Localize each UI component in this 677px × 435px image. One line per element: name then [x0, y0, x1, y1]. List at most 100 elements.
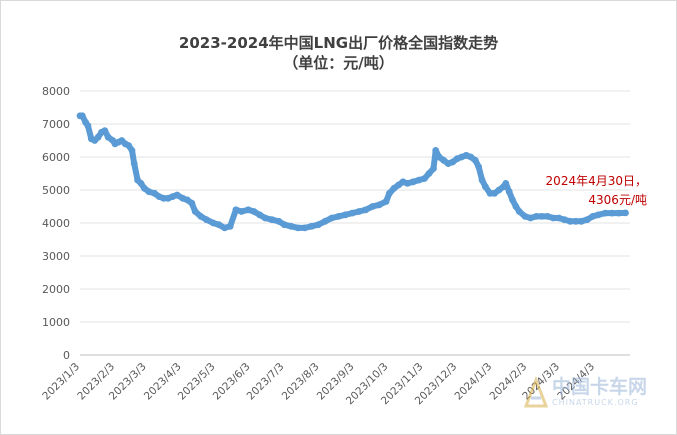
data-point [561, 216, 568, 224]
data-point [375, 201, 383, 209]
data-point [94, 133, 102, 141]
y-tick-label: 5000 [42, 184, 70, 197]
data-point [209, 219, 217, 227]
data-point [188, 199, 196, 207]
data-point [601, 209, 609, 217]
x-axis: 2023/1/32023/2/32023/3/32023/4/32023/5/3… [40, 361, 597, 408]
data-point [502, 180, 510, 187]
data-point [386, 189, 393, 197]
data-point [342, 211, 349, 219]
data-point [203, 216, 210, 224]
y-tick-label: 3000 [42, 250, 70, 263]
y-tick-label: 1000 [42, 316, 70, 329]
data-point [482, 183, 489, 191]
data-point [555, 214, 563, 222]
data-point [382, 198, 390, 205]
data-points [76, 112, 629, 232]
data-point [221, 224, 229, 232]
data-point [566, 217, 574, 225]
gridlines [80, 90, 630, 356]
data-point [589, 213, 597, 220]
watermark-text: 中国卡车网 [552, 376, 648, 398]
data-point [287, 222, 295, 230]
data-point [505, 188, 513, 196]
truck-icon [523, 376, 549, 408]
y-tick-label: 6000 [42, 151, 70, 164]
data-point [130, 160, 138, 168]
data-point [475, 163, 483, 171]
data-point [244, 206, 252, 214]
data-point [544, 213, 551, 220]
data-point [432, 147, 440, 154]
y-tick-label: 7000 [42, 118, 70, 131]
data-point [355, 208, 363, 215]
data-point [335, 213, 342, 220]
data-point [191, 208, 199, 215]
data-point [197, 213, 205, 220]
data-point [314, 221, 322, 229]
data-point [415, 176, 423, 184]
data-point [478, 176, 486, 184]
data-point [78, 112, 86, 120]
data-point [250, 208, 258, 215]
chart-title: 2023-2024年中国LNG出厂价格全国指数走势 [178, 34, 499, 52]
y-tick-label: 0 [63, 349, 70, 362]
data-point [145, 188, 153, 196]
data-point [268, 216, 276, 224]
data-point [521, 213, 529, 220]
data-point [595, 211, 602, 219]
data-point [369, 203, 376, 210]
data-point [430, 165, 437, 172]
x-tick-label: 2023/8/3 [280, 361, 322, 403]
data-point [137, 180, 145, 187]
data-point [275, 217, 283, 225]
data-point [362, 206, 370, 214]
data-point [101, 127, 109, 134]
annotation-value: 4306元/吨 [588, 193, 647, 207]
data-point [532, 213, 540, 220]
data-point [622, 209, 629, 217]
data-point [294, 224, 302, 232]
data-point [471, 156, 479, 164]
data-point [583, 216, 591, 224]
y-tick-label: 2000 [42, 283, 70, 296]
annotation-date: 2024年4月30日， [545, 174, 647, 188]
data-point [215, 221, 223, 229]
data-point [321, 217, 329, 225]
data-point [421, 175, 428, 182]
x-tick-label: 2023/1/3 [40, 361, 82, 403]
data-point [226, 222, 234, 230]
data-point [572, 217, 580, 225]
data-point [549, 214, 557, 222]
data-point [608, 209, 616, 217]
data-point [538, 213, 546, 220]
data-point [261, 214, 269, 222]
data-point [328, 214, 336, 222]
chart-subtitle: （单位：元/吨） [283, 54, 394, 72]
data-point [425, 170, 433, 177]
data-point [348, 209, 356, 217]
data-point [404, 180, 411, 187]
y-tick-label: 4000 [42, 217, 70, 230]
watermark-subtext: CHINATRUCK.ORG [552, 398, 639, 407]
data-point [578, 217, 585, 225]
data-point [615, 209, 623, 217]
data-point [84, 122, 92, 130]
watermark-logo: 中国卡车网 CHINATRUCK.ORG [522, 372, 652, 416]
x-tick-label: 2024/1/3 [452, 361, 494, 403]
data-point [128, 147, 136, 154]
data-point [409, 178, 417, 186]
y-axis: 0 1000 2000 3000 4000 5000 6000 7000 8000 [42, 85, 70, 362]
data-point [256, 211, 263, 219]
data-point [308, 222, 315, 230]
data-point [301, 224, 309, 232]
data-point [238, 208, 245, 215]
data-point [527, 214, 534, 222]
x-tick-label: 2023/5/3 [176, 361, 218, 403]
data-point [512, 203, 520, 210]
data-point [173, 191, 181, 199]
data-point [125, 142, 132, 149]
data-point [515, 208, 523, 215]
data-point [232, 206, 240, 214]
